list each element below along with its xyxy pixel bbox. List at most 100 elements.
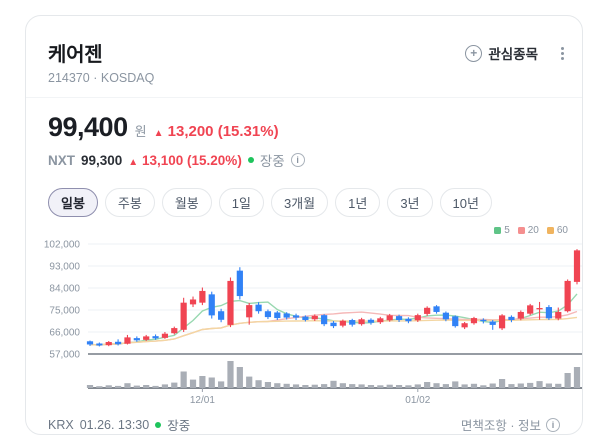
candle-body bbox=[302, 316, 309, 321]
candle-body bbox=[536, 308, 543, 310]
volume-bar bbox=[246, 376, 253, 388]
plus-circle-icon: + bbox=[465, 44, 483, 62]
change-percent: (15.31%) bbox=[217, 123, 279, 140]
info-icon[interactable]: i bbox=[290, 153, 305, 167]
volume-bar bbox=[255, 380, 262, 388]
watchlist-label: 관심종목 bbox=[488, 47, 538, 62]
volume-bar bbox=[311, 384, 318, 388]
volume-bar bbox=[489, 383, 496, 388]
volume-bar bbox=[414, 384, 421, 388]
volume-bar bbox=[536, 381, 543, 388]
candle-body bbox=[339, 320, 346, 326]
tab-1day[interactable]: 1일 bbox=[218, 188, 264, 217]
quote-datetime: 01.26. 13:30 bbox=[79, 417, 150, 432]
volume-bar bbox=[143, 385, 150, 388]
kebab-menu-icon bbox=[561, 47, 564, 50]
candle-body bbox=[330, 322, 337, 327]
volume-bar bbox=[452, 381, 459, 388]
volume-bar bbox=[218, 381, 225, 388]
stock-code-market: 214370 · KOSDAQ bbox=[48, 71, 562, 85]
ma20-swatch-icon bbox=[517, 227, 525, 234]
volume-bar bbox=[86, 385, 94, 388]
candle-body bbox=[124, 337, 131, 344]
stock-code: 214370 bbox=[48, 71, 90, 85]
candle-body bbox=[527, 305, 534, 314]
tab-daily[interactable]: 일봉 bbox=[48, 188, 98, 217]
candle-body bbox=[274, 312, 281, 319]
legend-ma20: 20 bbox=[517, 225, 539, 236]
market-open-dot-icon bbox=[155, 421, 162, 428]
candle-body bbox=[489, 321, 496, 325]
volume-bar bbox=[152, 385, 159, 388]
volume-bar bbox=[161, 384, 169, 388]
volume-bar bbox=[517, 383, 524, 388]
volume-bar bbox=[105, 385, 112, 388]
x-axis-label: 12/01 bbox=[190, 395, 215, 406]
tab-weekly[interactable]: 주봉 bbox=[104, 188, 155, 217]
stock-market: KOSDAQ bbox=[100, 71, 155, 85]
volume-bar bbox=[555, 383, 562, 388]
candle-body bbox=[461, 323, 468, 328]
exchange-status: KRX 01.26. 13:30 장중 bbox=[48, 415, 190, 434]
volume-bar bbox=[180, 371, 187, 388]
candle-body bbox=[180, 302, 187, 330]
tab-1year[interactable]: 1년 bbox=[335, 188, 381, 217]
volume-bar bbox=[433, 383, 440, 388]
candle-body bbox=[367, 319, 375, 323]
volume-bar bbox=[564, 373, 571, 388]
tab-3month[interactable]: 3개월 bbox=[270, 188, 329, 217]
volume-bar bbox=[470, 383, 478, 388]
nxt-change-percent: (15.20%) bbox=[187, 152, 242, 168]
candle-body bbox=[517, 311, 524, 319]
volume-bar bbox=[508, 384, 515, 388]
tab-monthly[interactable]: 월봉 bbox=[161, 188, 212, 217]
legend-ma5: 5 bbox=[494, 225, 510, 236]
code-market-separator: · bbox=[93, 71, 98, 85]
volume-bar bbox=[189, 379, 197, 388]
nxt-label: NXT bbox=[48, 152, 75, 168]
volume-bar bbox=[498, 379, 506, 388]
volume-bar bbox=[292, 384, 300, 388]
ma-legend: 5 20 60 bbox=[494, 225, 568, 236]
y-axis-label: 84,000 bbox=[49, 284, 80, 295]
add-watchlist-button[interactable]: + 관심종목 bbox=[465, 43, 538, 63]
volume-bar bbox=[124, 383, 131, 388]
volume-bar bbox=[133, 385, 140, 388]
candle-body bbox=[564, 280, 571, 312]
candle-body bbox=[480, 319, 487, 322]
candle-body bbox=[311, 315, 318, 320]
price-volume-chart[interactable]: 102,000 93,000 84,000 75,000 66,000 57,000 12/… bbox=[26, 231, 584, 407]
candle-body bbox=[171, 328, 178, 334]
volume-bar bbox=[330, 380, 337, 388]
ma5-swatch-icon bbox=[494, 227, 502, 234]
up-arrow-icon: ▲ bbox=[153, 128, 164, 139]
candle-body bbox=[199, 290, 206, 303]
candle-body bbox=[292, 315, 300, 318]
candle-body bbox=[433, 306, 440, 312]
disclaimer-info-icon: i bbox=[546, 417, 560, 432]
candle-body bbox=[218, 311, 225, 320]
volume-bar bbox=[405, 385, 412, 388]
tab-10year[interactable]: 10년 bbox=[439, 188, 492, 217]
disclaimer-link[interactable]: 면책조항 · 정보 i bbox=[461, 415, 560, 434]
nxt-change: ▲ 13,100 (15.20%) bbox=[128, 153, 242, 168]
more-menu-button[interactable] bbox=[557, 43, 568, 64]
footer-market-status: 장중 bbox=[167, 419, 191, 433]
nxt-up-arrow-icon: ▲ bbox=[128, 156, 139, 168]
tab-3year[interactable]: 3년 bbox=[387, 188, 433, 217]
chart-period-tabs: 일봉 주봉 월봉 1일 3개월 1년 3년 10년 bbox=[26, 170, 582, 217]
candle-body bbox=[208, 294, 215, 316]
volume-bar bbox=[545, 383, 553, 388]
volume-bar bbox=[171, 382, 178, 388]
disclaimer-text: 면책조항 · 정보 bbox=[460, 419, 541, 433]
nxt-price: 99,300 bbox=[81, 152, 123, 168]
volume-bar bbox=[199, 376, 206, 388]
chart-footer: KRX 01.26. 13:30 장중 면책조항 · 정보 i bbox=[26, 403, 582, 434]
nxt-price-row: NXT 99,300 ▲ 13,100 (15.20%) 장중 i bbox=[48, 150, 560, 170]
candle-body bbox=[405, 318, 412, 322]
candle-body bbox=[246, 305, 253, 318]
market-status: 장중 bbox=[259, 154, 285, 169]
y-axis-label: 75,000 bbox=[49, 306, 80, 317]
volume-bar bbox=[358, 384, 365, 388]
candle-body bbox=[395, 316, 403, 321]
